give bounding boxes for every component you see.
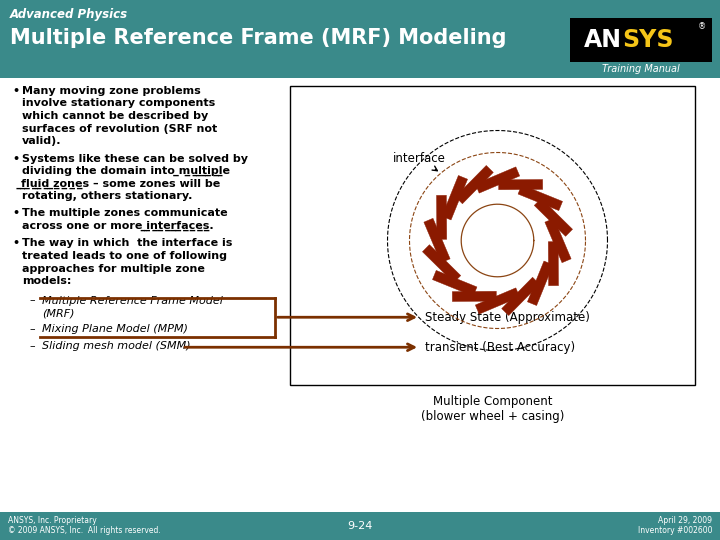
Text: dividing the domain into ̲m̲u̲l̲t̲i̲p̲l̲e: dividing the domain into ̲m̲u̲l̲t̲i̲p̲l̲… [22,166,230,176]
Polygon shape [534,198,572,237]
Text: surfaces of revolution (SRF not: surfaces of revolution (SRF not [22,124,217,133]
Text: across one or more ̲i̲n̲t̲e̲r̲f̲a̲c̲e̲s̲.: across one or more ̲i̲n̲t̲e̲r̲f̲a̲c̲e̲s̲… [22,221,214,231]
Text: rotating, others stationary.: rotating, others stationary. [22,191,192,201]
Text: models:: models: [22,276,71,286]
Polygon shape [423,245,461,282]
Text: ̲f̲l̲u̲i̲d̲ ̲z̲o̲n̲e̲s – some zones will be: ̲f̲l̲u̲i̲d̲ ̲z̲o̲n̲e̲s – some zones will… [22,179,221,189]
Text: © 2009 ANSYS, Inc.  All rights reserved.: © 2009 ANSYS, Inc. All rights reserved. [8,526,161,535]
Polygon shape [433,271,477,296]
Text: Multiple Reference Frame Model: Multiple Reference Frame Model [42,295,223,306]
Polygon shape [436,195,446,239]
Text: April 29, 2009: April 29, 2009 [658,516,712,525]
Polygon shape [475,288,520,314]
Text: Mixing Plane Model (MPM): Mixing Plane Model (MPM) [42,325,188,334]
Polygon shape [442,176,467,220]
Text: Multiple Reference Frame (MRF) Modeling: Multiple Reference Frame (MRF) Modeling [10,28,506,48]
Polygon shape [424,218,450,262]
Text: valid).: valid). [22,136,61,146]
Polygon shape [545,218,571,262]
Bar [0,0,720,78]
Text: ANSYS, Inc. Proprietary: ANSYS, Inc. Proprietary [8,516,96,525]
Text: –: – [30,325,35,334]
Polygon shape [518,185,562,211]
Text: •: • [12,86,19,96]
Text: Systems like these can be solved by: Systems like these can be solved by [22,153,248,164]
Text: treated leads to one of following: treated leads to one of following [22,251,227,261]
Polygon shape [502,277,539,315]
Text: The multiple zones communicate: The multiple zones communicate [22,208,228,219]
Text: Training Manual: Training Manual [602,64,680,74]
Text: SYS: SYS [622,28,673,52]
Text: –: – [30,341,35,351]
Text: involve stationary components: involve stationary components [22,98,215,109]
Text: –: – [30,295,35,306]
Text: •: • [12,208,19,219]
Polygon shape [549,241,559,286]
Text: transient (Best Accuracy): transient (Best Accuracy) [425,341,575,354]
Text: Many moving zone problems: Many moving zone problems [22,86,201,96]
Text: Multiple Component
(blower wheel + casing): Multiple Component (blower wheel + casin… [420,395,564,423]
Text: The way in which  the interface is: The way in which the interface is [22,239,233,248]
Polygon shape [455,165,493,204]
Text: (MRF): (MRF) [42,308,74,318]
Text: •: • [12,239,19,248]
Text: interface: interface [392,152,446,171]
Text: ®: ® [698,22,706,31]
Polygon shape [528,261,553,306]
Text: Steady State (Approximate): Steady State (Approximate) [425,310,590,324]
Polygon shape [475,167,520,193]
Polygon shape [499,179,543,190]
Text: approaches for multiple zone: approaches for multiple zone [22,264,205,273]
Bar [0,512,720,540]
Bar [570,18,712,62]
Text: AN: AN [584,28,622,52]
Text: Sliding mesh model (SMM): Sliding mesh model (SMM) [42,341,191,351]
Text: 9-24: 9-24 [347,521,373,531]
Bar [290,86,695,385]
Text: •: • [12,153,19,164]
Polygon shape [452,291,496,301]
Text: Advanced Physics: Advanced Physics [10,8,128,21]
Text: which cannot be described by: which cannot be described by [22,111,208,121]
Text: Inventory #002600: Inventory #002600 [637,526,712,535]
